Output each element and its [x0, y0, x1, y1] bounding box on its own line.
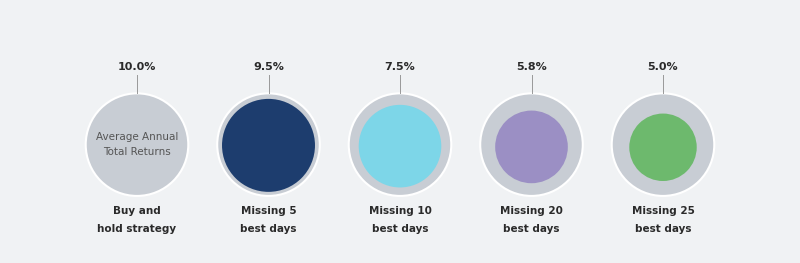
Text: Missing 20: Missing 20 — [500, 206, 563, 216]
Text: best days: best days — [240, 224, 297, 234]
Text: 9.5%: 9.5% — [253, 62, 284, 72]
Text: 5.8%: 5.8% — [516, 62, 547, 72]
Circle shape — [358, 105, 442, 188]
Circle shape — [480, 93, 582, 196]
Text: best days: best days — [503, 224, 560, 234]
Text: best days: best days — [372, 224, 428, 234]
Text: Average Annual
Total Returns: Average Annual Total Returns — [96, 132, 178, 157]
Circle shape — [495, 110, 568, 183]
Circle shape — [349, 93, 451, 196]
Text: best days: best days — [634, 224, 691, 234]
Circle shape — [86, 93, 188, 196]
Circle shape — [218, 93, 320, 196]
Text: hold strategy: hold strategy — [98, 224, 177, 234]
Text: Missing 25: Missing 25 — [631, 206, 694, 216]
Text: 7.5%: 7.5% — [385, 62, 415, 72]
Text: Missing 5: Missing 5 — [241, 206, 296, 216]
Text: Buy and: Buy and — [113, 206, 161, 216]
Text: 5.0%: 5.0% — [648, 62, 678, 72]
Circle shape — [612, 93, 714, 196]
Circle shape — [630, 114, 697, 181]
Circle shape — [222, 99, 315, 192]
Text: 10.0%: 10.0% — [118, 62, 156, 72]
Text: Missing 10: Missing 10 — [369, 206, 431, 216]
